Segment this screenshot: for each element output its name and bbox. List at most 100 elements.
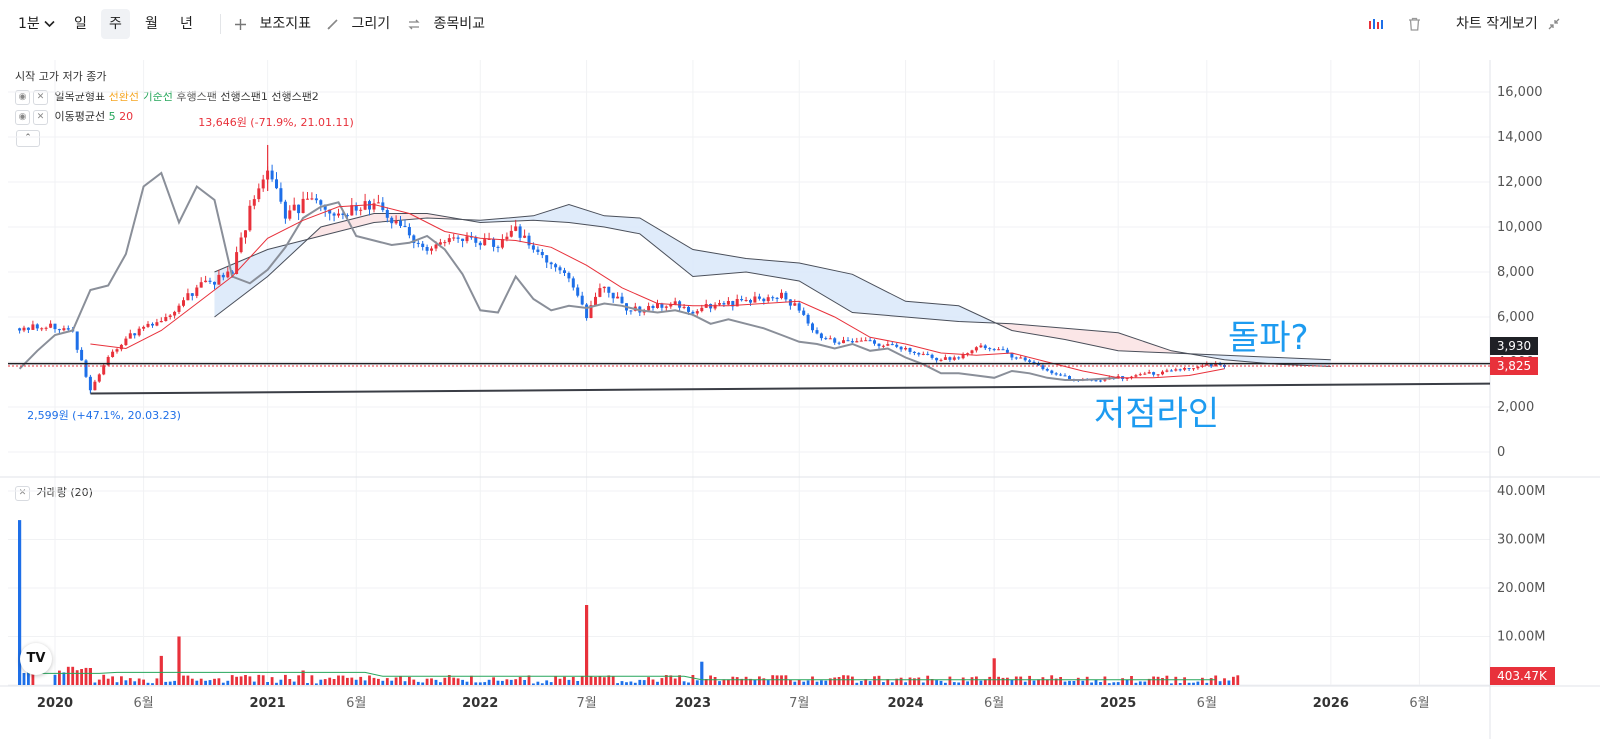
volume-bar bbox=[452, 677, 456, 685]
remove-indicator-icon[interactable]: ✕ bbox=[15, 485, 30, 501]
candle-body bbox=[1032, 361, 1036, 364]
indicators-label: 보조지표 bbox=[259, 16, 311, 32]
candles-icon bbox=[1369, 19, 1383, 29]
volume-bar bbox=[1072, 681, 1076, 685]
period-tab-month[interactable]: 월 bbox=[145, 16, 158, 32]
volume-bar bbox=[1152, 676, 1155, 685]
time-tick-label: 2026 bbox=[1313, 696, 1349, 711]
candle-body bbox=[678, 301, 682, 308]
candle-body bbox=[811, 323, 814, 331]
volume-bar bbox=[842, 675, 845, 685]
volume-bar bbox=[851, 676, 854, 685]
axes: 16,000 14,000 12,000 10,000 8,000 6,000 4,000 2… bbox=[37, 85, 1546, 711]
candle-body bbox=[190, 293, 194, 296]
indicators-button[interactable]: 보조지표 bbox=[226, 9, 319, 39]
candle-body bbox=[744, 300, 748, 301]
candle-body bbox=[873, 340, 876, 344]
volume-bar bbox=[128, 678, 132, 685]
candle-body bbox=[487, 239, 491, 240]
volume-bar bbox=[385, 678, 389, 685]
cloud-segment bbox=[458, 204, 995, 323]
candle-body bbox=[328, 209, 332, 214]
candle-body bbox=[594, 296, 597, 306]
volume-bar bbox=[288, 679, 292, 685]
volume-bar bbox=[775, 675, 779, 685]
candle-body bbox=[554, 264, 558, 268]
candle-body bbox=[549, 262, 553, 265]
candle-body bbox=[673, 301, 677, 305]
volume-bar bbox=[244, 675, 247, 685]
volume-bar bbox=[930, 679, 934, 685]
volume-bar bbox=[824, 680, 828, 685]
candle-body bbox=[394, 220, 398, 224]
low-annotation: 2,599원 (+47.1%, 20.03.23) bbox=[27, 409, 181, 422]
volume-bar bbox=[221, 682, 225, 685]
volume-bar bbox=[137, 678, 141, 685]
current-price-label: 3,825 bbox=[1497, 359, 1531, 373]
volume-bar bbox=[890, 682, 894, 685]
volume-bar bbox=[540, 683, 544, 685]
volume-bar bbox=[554, 676, 557, 685]
volume-bars bbox=[18, 520, 1240, 685]
candle-body bbox=[536, 249, 540, 252]
volume-bar bbox=[598, 676, 602, 685]
volume-bar bbox=[332, 679, 336, 685]
volume-bar bbox=[1134, 682, 1138, 685]
visibility-toggle-icon[interactable]: ◉ bbox=[15, 89, 30, 105]
volume-bar bbox=[182, 675, 185, 685]
volume-bar bbox=[992, 658, 996, 685]
volume-bar bbox=[372, 677, 376, 685]
period-tab-week[interactable]: 주 bbox=[101, 9, 130, 39]
candle-body bbox=[71, 329, 75, 332]
volume-bar bbox=[186, 675, 190, 685]
time-tick-label: 6월 bbox=[1409, 696, 1429, 711]
period-tab-day[interactable]: 일 bbox=[74, 16, 87, 32]
remove-indicator-icon[interactable]: ✕ bbox=[33, 89, 48, 105]
candle-body bbox=[1041, 365, 1045, 370]
candle-body bbox=[332, 213, 336, 216]
breakout-note: 돌파? bbox=[1228, 318, 1309, 358]
volume-bar bbox=[310, 675, 314, 685]
candle-body bbox=[1165, 370, 1169, 372]
tradingview-logo: TV bbox=[20, 643, 52, 675]
visibility-toggle-icon[interactable]: ◉ bbox=[15, 109, 30, 125]
compact-view-button[interactable]: 차트 작게보기 bbox=[1448, 9, 1568, 39]
volume-bar bbox=[864, 679, 868, 685]
candle-body bbox=[749, 300, 752, 303]
volume-bar bbox=[1138, 681, 1142, 685]
candle-body bbox=[44, 327, 48, 329]
volume-bar bbox=[430, 678, 433, 685]
candle-body bbox=[855, 341, 859, 343]
legend-collapse-button[interactable]: ⌃ bbox=[16, 130, 40, 147]
candle-body bbox=[173, 311, 177, 316]
candle-body bbox=[478, 242, 482, 246]
delete-button[interactable] bbox=[1400, 9, 1429, 39]
volume-bar bbox=[1014, 676, 1018, 685]
price-tick-label: 2,000 bbox=[1497, 400, 1534, 415]
candle-body bbox=[722, 303, 726, 305]
candle-body bbox=[514, 226, 518, 231]
interval-dropdown[interactable]: 1분 bbox=[10, 9, 63, 39]
volume-bar bbox=[111, 676, 114, 685]
volume-bar bbox=[992, 678, 996, 685]
candle-body bbox=[279, 188, 283, 202]
volume-bar bbox=[89, 683, 92, 685]
volume-bar bbox=[625, 682, 628, 685]
remove-indicator-icon[interactable]: ✕ bbox=[33, 109, 48, 125]
volume-bar bbox=[1090, 682, 1093, 685]
volume-bar bbox=[1161, 678, 1164, 685]
candle-body bbox=[368, 201, 371, 210]
candle-body bbox=[217, 274, 221, 285]
compare-button[interactable]: 종목비교 bbox=[399, 9, 493, 39]
candle-body bbox=[948, 357, 952, 360]
candle-body bbox=[837, 342, 841, 344]
draw-button[interactable]: 그리기 bbox=[318, 9, 398, 39]
period-tab-year[interactable]: 년 bbox=[180, 16, 193, 32]
volume-bar bbox=[939, 680, 943, 685]
time-tick-label: 2025 bbox=[1100, 696, 1136, 711]
ma-period-5: 5 bbox=[108, 110, 116, 123]
chart-type-button[interactable] bbox=[1360, 9, 1392, 39]
volume-bar bbox=[337, 675, 340, 685]
volume-bar bbox=[749, 678, 752, 685]
volume-bar bbox=[84, 667, 88, 685]
